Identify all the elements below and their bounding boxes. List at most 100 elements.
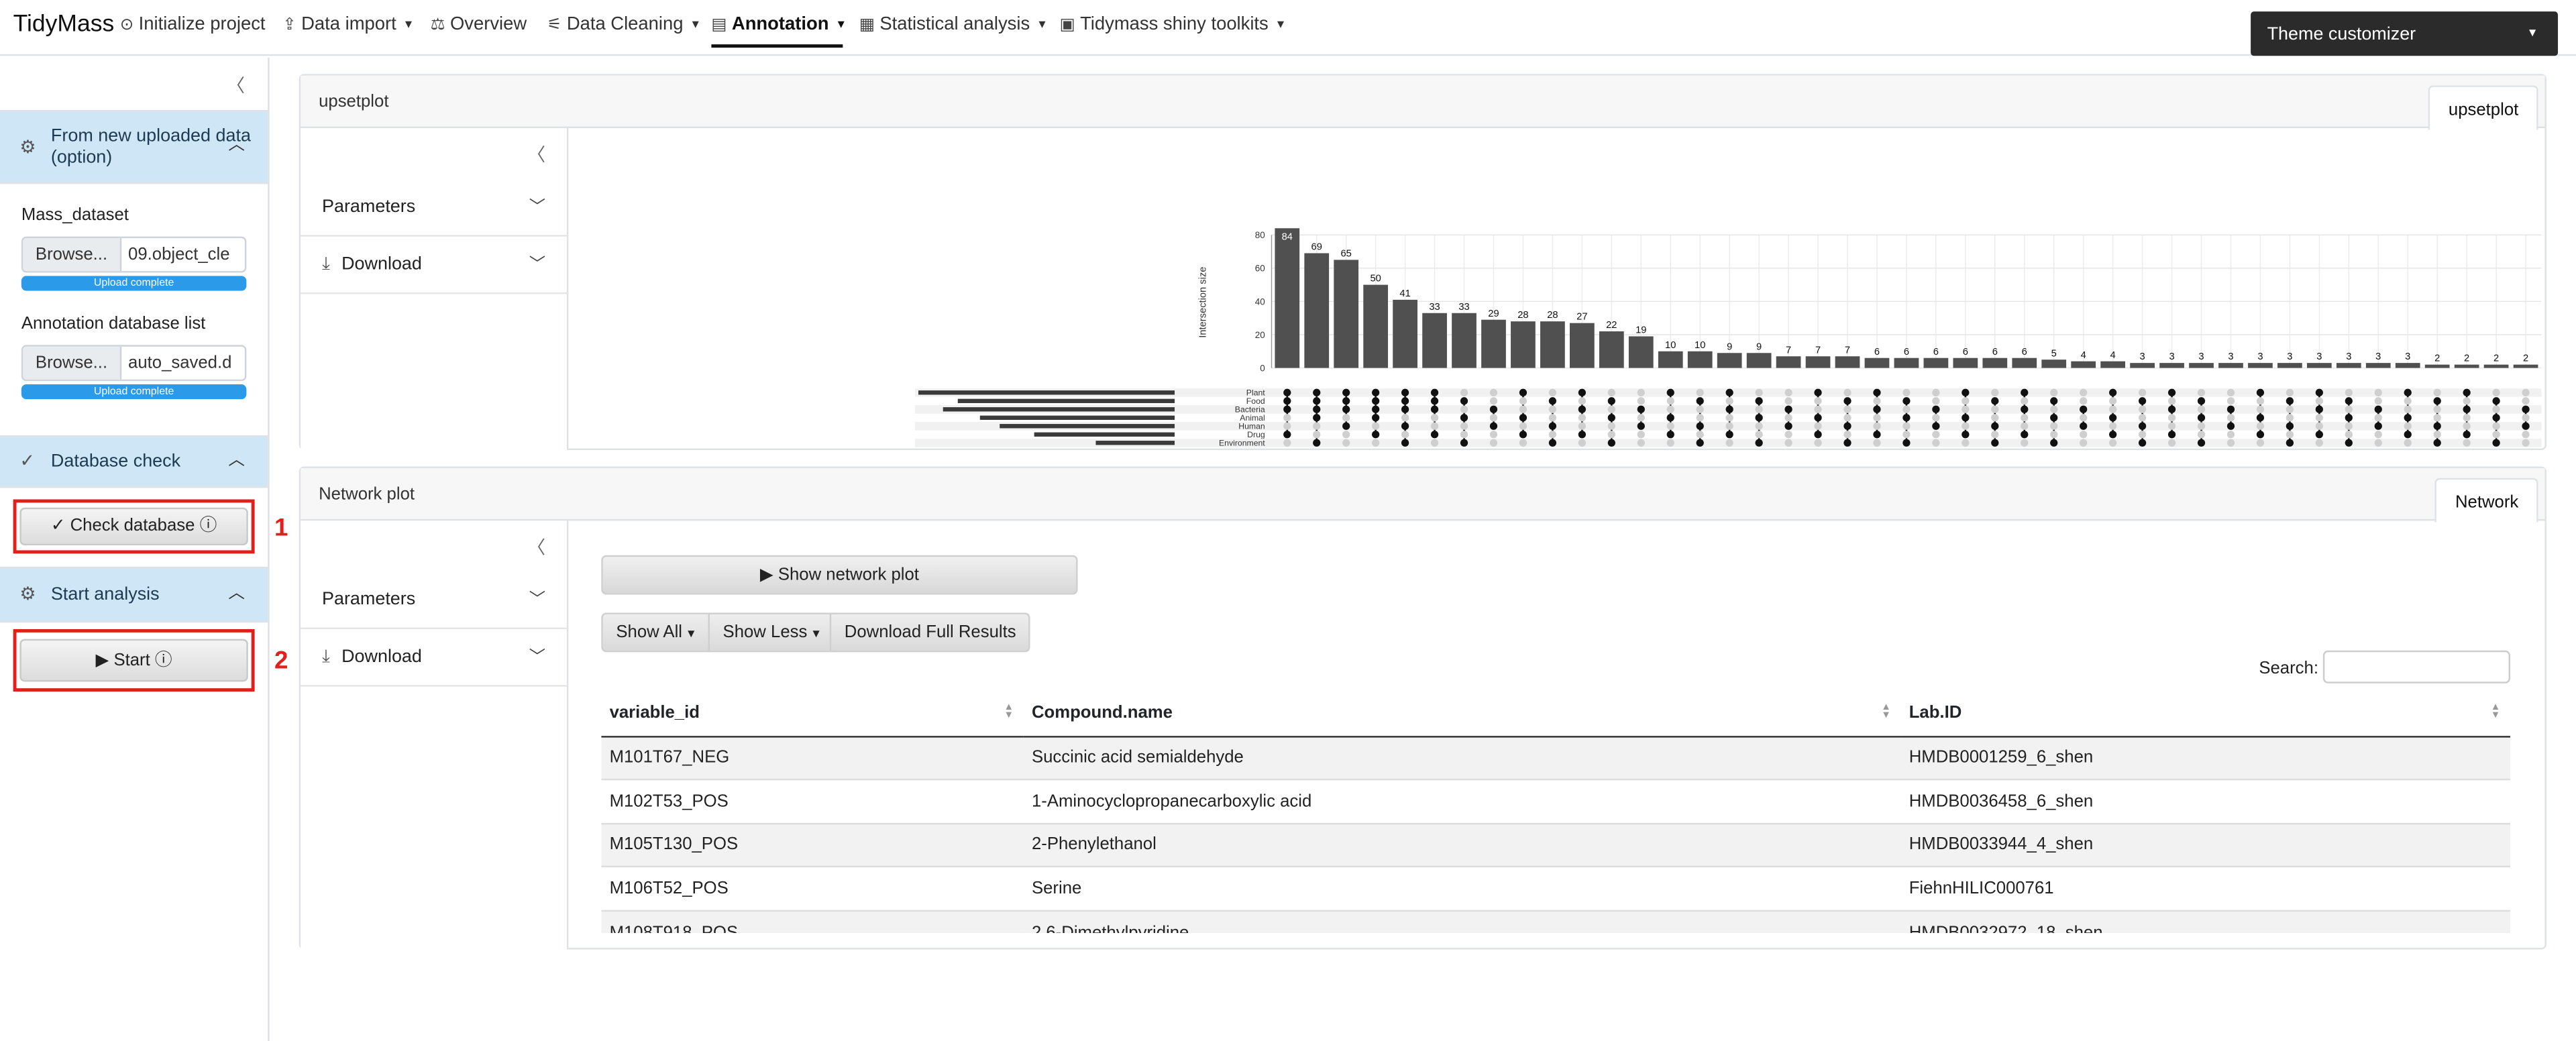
membership-dot-filled (2492, 439, 2500, 447)
membership-dot-filled (1548, 422, 1557, 430)
membership-dot-empty (1283, 439, 1291, 447)
sidebar-collapse-icon[interactable]: 〈 (226, 77, 245, 97)
nav-statistical-analysis[interactable]: ▦ Statistical analysis ▼ (859, 15, 1048, 35)
bar-value-label: 3 (2375, 351, 2381, 362)
bar-value-label: 2 (2464, 353, 2469, 364)
nav-overview[interactable]: ⚖ Overview (430, 15, 527, 35)
table-row[interactable]: M105T130_POS 2-Phenylethanol HMDB0033944_4… (601, 822, 2511, 867)
collapse-icon[interactable]: 〈 (527, 539, 546, 559)
collapse-icon[interactable]: 〈 (527, 146, 546, 166)
set-label: Bacteria (1235, 405, 1265, 415)
intersection-bar (1923, 358, 1949, 368)
membership-dot-filled (1784, 405, 1792, 413)
membership-dot-empty (1932, 439, 1940, 447)
table-row[interactable]: M108T918_POS 2,6-Dimethylpyridine HMDB0032… (601, 909, 2511, 934)
membership-dot-filled (1519, 431, 1527, 439)
membership-dot-empty (2080, 439, 2088, 447)
download-full-results-button[interactable]: Download Full Results (829, 612, 1031, 653)
column-header-compound-name[interactable]: Compound.name ▲ ▼ (1023, 692, 1901, 737)
card-header: Network plot Network (301, 468, 2545, 523)
tab-network[interactable]: Network (2435, 478, 2538, 523)
intersection-bar (2248, 363, 2273, 368)
parameters-accordion[interactable]: Parameters ﹀ (301, 179, 569, 237)
bar-value-label: 7 (1815, 345, 1821, 355)
nav-annotation[interactable]: ▤ Annotation ▼ (711, 15, 847, 35)
membership-dot-empty (1460, 405, 1468, 413)
annotation-db-file-input[interactable]: Browse... auto_saved.d (21, 345, 247, 382)
bar-value-label: 10 (1695, 340, 1705, 351)
intersection-bar (1570, 323, 1595, 368)
caret-down-icon: ▼ (690, 19, 702, 31)
membership-dot-empty (2226, 431, 2235, 439)
membership-dot-empty (1313, 422, 1321, 430)
results-table-container[interactable]: variable_id ▲ ▼ Compound.name ▲ ▼ Lab.ID ▲ ▼ M… (601, 692, 2511, 934)
intersection-bar (2336, 363, 2361, 368)
browse-button[interactable]: Browse... (23, 238, 122, 272)
membership-dot-filled (1962, 414, 1970, 422)
intersection-bar (1363, 284, 1389, 368)
check-database-button[interactable]: ✓ Check database ⓘ (19, 507, 248, 546)
membership-dot-filled (2286, 439, 2294, 447)
start-button[interactable]: ▶ Start ⓘ (19, 639, 248, 682)
intersection-bar (1805, 356, 1831, 368)
membership-dot-filled (1460, 439, 1468, 447)
column-header-variable-id[interactable]: variable_id ▲ ▼ (601, 692, 1024, 737)
membership-dot-filled (1313, 439, 1321, 447)
intersection-bar (1658, 351, 1683, 368)
play-circle-icon: ⊙ (119, 15, 134, 34)
bar-value-label: 3 (2346, 351, 2351, 362)
table-row[interactable]: M102T53_POS 1-Aminocyclopropanecarboxylic… (601, 778, 2511, 823)
membership-dot-filled (1814, 431, 1822, 439)
download-accordion[interactable]: ⤓ Download ﹀ (301, 629, 569, 687)
membership-dot-empty (2345, 388, 2353, 396)
nav-tidymass-shiny-toolkits[interactable]: ▣ Tidymass shiny toolkits ▼ (1059, 15, 1287, 35)
app-brand[interactable]: TidyMass (13, 11, 115, 38)
intersection-bar (1393, 299, 1417, 368)
show-network-plot-button[interactable]: ▶ Show network plot (601, 555, 1078, 595)
nav-data-import[interactable]: ⇪ Data import ▼ (282, 15, 415, 35)
show-less-button[interactable]: Show Less ▼ (708, 612, 837, 653)
caret-down-icon: ▼ (2526, 28, 2538, 40)
table-cell: Succinic acid semialdehyde (1023, 734, 1901, 780)
membership-dot-empty (1873, 439, 1881, 447)
bar-value-label: 6 (1933, 347, 1939, 358)
tab-upsetplot[interactable]: upsetplot (2428, 85, 2538, 130)
membership-dot-empty (2374, 439, 2382, 447)
bar-value-label: 65 (1341, 249, 1352, 260)
mass-dataset-file-input[interactable]: Browse... 09.object_cle (21, 236, 247, 273)
accordion-database-check-header[interactable]: ✓ Database check ︿ (0, 435, 268, 488)
download-accordion[interactable]: ⤓ Download ﹀ (301, 237, 569, 294)
membership-dot-empty (1873, 422, 1881, 430)
show-all-button[interactable]: Show All ▼ (601, 612, 712, 653)
bar-value-label: 6 (1874, 347, 1880, 358)
membership-dot-empty (1342, 414, 1350, 422)
bar-value-label: 3 (2169, 351, 2174, 362)
set-size-bar (943, 407, 1175, 412)
membership-dot-empty (2197, 388, 2206, 396)
membership-dot-empty (1578, 397, 1587, 405)
membership-dot-empty (1607, 388, 1615, 396)
membership-dot-filled (2197, 439, 2206, 447)
membership-dot-empty (1666, 397, 1674, 405)
id-card-icon: ▤ (711, 15, 727, 34)
nav-data-cleaning[interactable]: ⚟ Data Cleaning ▼ (547, 15, 702, 35)
nav-initialize-project[interactable]: ⊙ Initialize project (119, 15, 266, 35)
membership-dot-empty (1814, 397, 1822, 405)
search-input[interactable] (2322, 650, 2511, 683)
accordion-start-analysis-header[interactable]: ⚙ Start analysis ︿ (0, 566, 268, 623)
membership-dot-filled (1342, 422, 1350, 430)
membership-dot-empty (1932, 388, 1940, 396)
membership-dot-empty (1843, 414, 1851, 422)
table-row[interactable]: M106T52_POS Serine FiehnHILIC000761 (601, 865, 2511, 910)
parameters-accordion[interactable]: Parameters ﹀ (301, 571, 569, 629)
table-row[interactable]: M101T67_NEG Succinic acid semialdehyde HMD… (601, 734, 2511, 780)
upload-progress-bar: Upload complete (21, 384, 247, 400)
chevron-down-icon: ﹀ (529, 649, 546, 667)
intersection-bar (1982, 358, 2008, 368)
browse-button[interactable]: Browse... (23, 346, 122, 380)
membership-dot-empty (2109, 422, 2117, 430)
accordion-upload-header[interactable]: ⚙ From new uploaded data (option) ︿ (0, 110, 268, 184)
theme-customizer-button[interactable]: Theme customizer ▼ (2251, 11, 2559, 56)
column-header-lab-id[interactable]: Lab.ID ▲ ▼ (1900, 692, 2511, 737)
membership-dot-filled (1401, 405, 1409, 413)
